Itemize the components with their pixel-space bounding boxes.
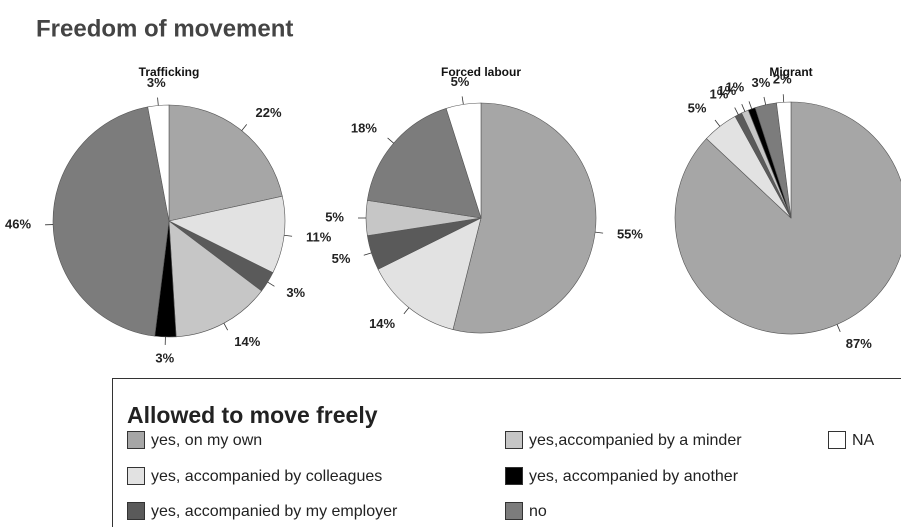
data-label: 22% [256, 105, 282, 120]
main-title: Freedom of movement [36, 15, 293, 42]
leader-line [284, 234, 293, 237]
data-label: 2% [773, 72, 792, 87]
data-label: 5% [451, 74, 470, 89]
pie-slice [452, 102, 597, 334]
legend-title: Allowed to move freely [127, 402, 378, 428]
leader-line [741, 104, 746, 112]
data-label: 1% [710, 86, 729, 101]
pie-slice [168, 195, 286, 274]
legend-label: no [529, 503, 547, 520]
leader-line [461, 96, 464, 105]
data-label: 5% [688, 100, 707, 115]
legend-label: yes, accompanied by colleagues [151, 468, 382, 485]
pie-title: Trafficking [139, 65, 200, 79]
leader-line [748, 101, 753, 109]
pie-slice [168, 104, 283, 222]
data-label: 14% [234, 334, 260, 349]
pie-slice [52, 106, 170, 337]
data-label: 1% [725, 80, 744, 95]
legend-swatch [505, 431, 523, 449]
leader-line [734, 107, 739, 115]
data-label: 18% [351, 120, 377, 135]
pie-slice [445, 102, 482, 219]
legend-label: yes, accompanied by another [529, 468, 739, 485]
leader-line [403, 307, 410, 315]
leader-line [595, 231, 604, 234]
data-label: 5% [325, 209, 344, 224]
legend-label: yes,accompanied by a minder [529, 432, 742, 449]
leader-line [267, 281, 275, 287]
legend-swatch [127, 467, 145, 485]
pie-slice [674, 101, 901, 335]
leader-line [241, 124, 248, 131]
pie-slice [776, 101, 792, 219]
leader-line [836, 324, 841, 332]
data-label: 3% [155, 350, 174, 365]
leader-line [387, 137, 394, 144]
data-label: 46% [5, 217, 31, 232]
legend-label: yes, accompanied by my employer [151, 503, 398, 520]
data-label: 1% [717, 83, 736, 98]
data-label: 11% [306, 229, 332, 244]
leader-line [763, 96, 767, 105]
legend-swatch [127, 431, 145, 449]
data-label: 14% [369, 316, 395, 331]
legend-swatch [505, 502, 523, 520]
legend-swatch [505, 467, 523, 485]
data-label: 5% [332, 251, 351, 266]
leader-line [714, 119, 721, 127]
data-label: 3% [751, 75, 770, 90]
leader-line [363, 252, 372, 256]
data-label: 3% [286, 285, 305, 300]
leader-line [223, 323, 229, 331]
leader-line [157, 97, 159, 106]
pie-slice [367, 108, 482, 219]
data-label: 3% [147, 75, 166, 90]
legend-swatch [828, 431, 846, 449]
data-label: 87% [846, 336, 872, 351]
data-label: 55% [617, 226, 643, 241]
legend-label: NA [852, 432, 875, 449]
leader-line [782, 94, 785, 103]
pie-title: Migrant [769, 65, 812, 79]
legend-swatch [127, 502, 145, 520]
legend-label: yes, on my own [151, 432, 262, 449]
pie-title: Forced labour [441, 65, 521, 79]
